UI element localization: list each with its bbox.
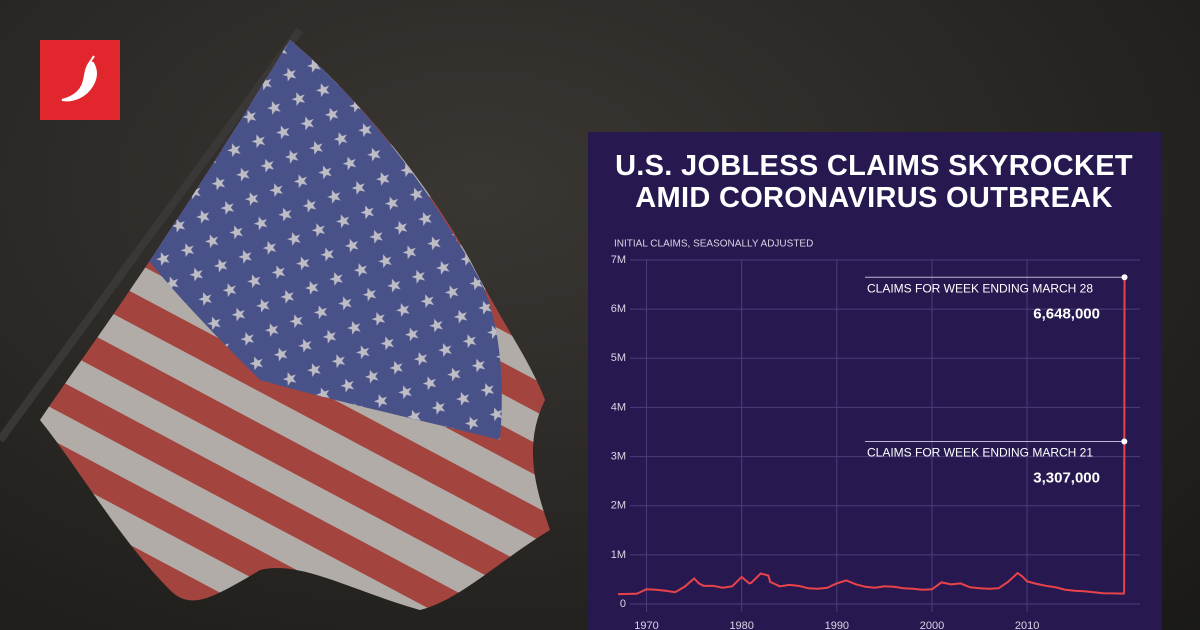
chart-subtitle: INITIAL CLAIMS, SEASONALLY ADJUSTED (614, 239, 813, 250)
annotation: CLAIMS FOR WEEK ENDING MARCH 28 (867, 281, 1093, 295)
chart-panel (588, 132, 1162, 630)
y-tick-label: 5M (611, 352, 626, 364)
y-tick-label: 3M (611, 450, 626, 462)
annotation: CLAIMS FOR WEEK ENDING MARCH 21 (867, 446, 1093, 460)
y-tick-label: 6M (611, 303, 626, 315)
data-point (1121, 274, 1128, 281)
y-tick-label: 1M (611, 549, 626, 561)
x-tick-label: 1970 (634, 620, 658, 630)
y-tick-label: 7M (611, 254, 626, 266)
y-tick-label: 2M (611, 500, 626, 512)
data-label: 3,307,000 (1033, 469, 1100, 486)
x-tick-label: 1990 (825, 620, 849, 630)
data-label: 6,648,000 (1033, 305, 1100, 322)
x-tick-label: 1980 (729, 620, 753, 630)
y-tick-label: 4M (611, 401, 626, 413)
data-line (617, 277, 1126, 596)
x-tick-label: 2000 (920, 620, 944, 630)
data-point (1121, 438, 1128, 445)
chart-title: U.S. JOBLESS CLAIMS SKYROCKET AMID CORON… (615, 150, 1133, 214)
x-tick-label: 2010 (1015, 620, 1039, 630)
y-tick-label: 0 (620, 598, 626, 610)
logo (40, 40, 120, 120)
